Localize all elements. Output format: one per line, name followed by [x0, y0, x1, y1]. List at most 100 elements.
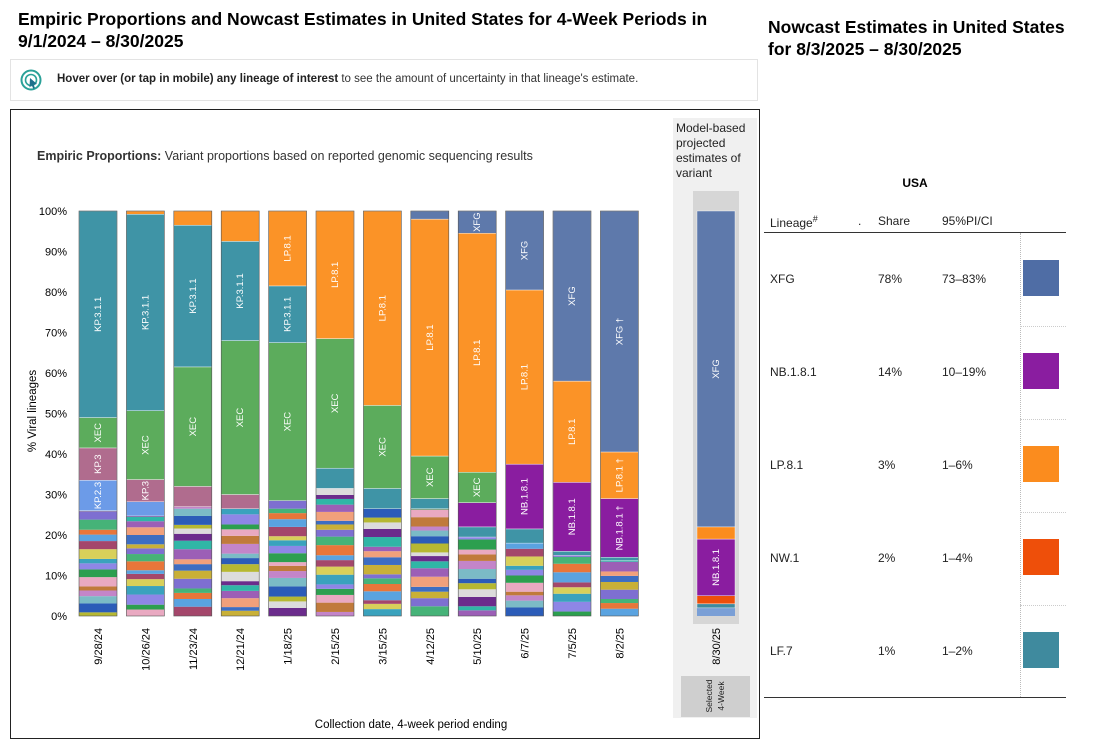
bar-segment-other[interactable] [79, 569, 117, 578]
bar-segment-other[interactable] [316, 494, 354, 499]
bar-segment-xec[interactable] [126, 410, 165, 480]
bar-segment-other[interactable] [79, 563, 117, 570]
bar-segment-other[interactable] [268, 601, 307, 608]
table-row[interactable]: XFG 78% 73–83% [764, 233, 1066, 326]
bar-segment-other[interactable] [410, 543, 449, 553]
bar-segment-other[interactable] [363, 609, 402, 616]
selected-period-box[interactable] [681, 676, 750, 717]
bar-segment-lp-8-1[interactable] [363, 210, 402, 406]
bar-segment-lp-8-1[interactable] [600, 451, 639, 499]
bar-segment-kp-3-1-1[interactable] [173, 224, 213, 368]
bar-segment-other[interactable] [410, 591, 449, 599]
bar-segment-other[interactable] [173, 578, 212, 589]
bar-segment-other[interactable] [363, 537, 402, 547]
bar-segment-other[interactable] [363, 574, 402, 579]
bar-segment-other[interactable] [316, 584, 354, 589]
bar-segment-kp-2-3[interactable] [126, 501, 165, 517]
bar-segment-other[interactable] [458, 596, 497, 607]
bar-segment-lp-8-1[interactable] [505, 289, 544, 465]
bar-segment-other[interactable] [505, 569, 544, 576]
bar-segment-other[interactable] [126, 604, 165, 610]
bar-segment-other[interactable] [410, 586, 449, 592]
bar-segment-other[interactable] [316, 511, 354, 521]
bar-segment-other[interactable] [363, 508, 402, 518]
bar-segment-other[interactable] [268, 562, 307, 566]
bar-segment-other[interactable] [553, 587, 591, 594]
bar-segment-lp-8-1[interactable] [315, 210, 355, 339]
bar-segment-other[interactable] [316, 566, 354, 575]
bar-segment-other[interactable] [268, 540, 307, 546]
bar-segment-other[interactable] [363, 528, 402, 538]
bar-segment-kp-3-1-1[interactable] [78, 210, 118, 418]
bar-segment-other[interactable] [221, 543, 260, 554]
bar-segment-kp-3-1-1[interactable] [220, 241, 260, 341]
bar-segment-other[interactable] [458, 554, 497, 561]
bar-segment-other[interactable] [316, 498, 354, 505]
bar-segment-other[interactable] [505, 565, 544, 570]
bar-segment-lf-7[interactable] [600, 557, 639, 561]
bar-segment-other[interactable] [268, 513, 307, 520]
bar-segment-other[interactable] [410, 526, 449, 531]
bar-segment-other[interactable] [316, 504, 354, 512]
bar-segment-other[interactable] [505, 607, 544, 616]
bar-segment-other[interactable] [79, 603, 117, 613]
bar-segment-xfg[interactable] [552, 210, 592, 382]
bar-segment-other[interactable] [410, 508, 449, 510]
bar-segment-xec[interactable] [268, 342, 307, 501]
bar-segment-other[interactable] [363, 517, 402, 523]
bar-segment-other[interactable] [268, 508, 307, 514]
bar-segment-other[interactable] [221, 508, 260, 515]
bar-segment-other[interactable] [126, 586, 165, 595]
bar-segment-nb-1-8-1[interactable] [505, 463, 544, 530]
bar-segment-other[interactable] [268, 519, 307, 527]
bar-segment-other[interactable] [173, 533, 212, 541]
bar-segment-other[interactable] [126, 535, 165, 545]
bar-segment-other[interactable] [505, 595, 544, 601]
bar-segment-other[interactable] [126, 561, 165, 571]
bar-segment-other[interactable] [221, 590, 260, 599]
bar-segment-other[interactable] [221, 585, 260, 591]
bar-segment-other[interactable] [173, 515, 212, 525]
bar-segment-other[interactable] [600, 598, 639, 604]
bar-segment-other[interactable] [268, 553, 307, 563]
bar-segment-other[interactable] [268, 526, 307, 537]
bar-segment-other[interactable] [126, 515, 165, 517]
bar-segment-other[interactable] [363, 591, 402, 601]
bar-segment-other[interactable] [173, 588, 212, 593]
bar-segment-other[interactable] [505, 543, 544, 549]
bar-segment-kp-3-1-1[interactable] [126, 214, 165, 411]
bar-segment-other[interactable] [458, 560, 497, 570]
bar-segment-other[interactable] [458, 537, 497, 540]
bar-segment-other[interactable] [410, 561, 449, 569]
bar-segment-other[interactable] [316, 488, 354, 495]
bar-segment-other[interactable] [600, 589, 639, 599]
bar-segment-other[interactable] [553, 555, 591, 557]
bar-segment-other[interactable] [221, 598, 260, 608]
bar-segment-other[interactable] [79, 590, 117, 597]
nowcast-segment-lf-7[interactable] [696, 603, 736, 609]
bar-segment-xec[interactable] [220, 340, 260, 495]
bar-segment-lp-8-1[interactable] [173, 210, 213, 226]
bar-segment-other[interactable] [268, 577, 307, 587]
bar-segment-other[interactable] [268, 536, 307, 541]
bar-segment-lf-7[interactable] [410, 498, 449, 509]
bar-segment-other[interactable] [363, 603, 402, 610]
bar-segment-other[interactable] [221, 581, 260, 586]
bar-segment-other[interactable] [221, 571, 260, 582]
bar-segment-lf-7[interactable] [505, 528, 544, 544]
bar-segment-other[interactable] [173, 570, 212, 579]
bar-segment-other[interactable] [126, 521, 165, 528]
bar-segment-other[interactable] [316, 536, 354, 546]
bar-segment-other[interactable] [410, 530, 449, 537]
bar-segment-other[interactable] [126, 609, 165, 616]
bar-segment-other[interactable] [173, 508, 212, 516]
bar-segment-other[interactable] [79, 534, 117, 542]
bar-segment-other[interactable] [553, 611, 591, 616]
bar-segment-other[interactable] [173, 528, 212, 534]
bar-segment-other[interactable] [268, 607, 307, 616]
bar-segment-other[interactable] [600, 575, 639, 582]
bar-segment-other[interactable] [553, 601, 591, 612]
bar-segment-other[interactable] [316, 602, 354, 612]
bar-segment-lf-7[interactable] [363, 488, 402, 509]
